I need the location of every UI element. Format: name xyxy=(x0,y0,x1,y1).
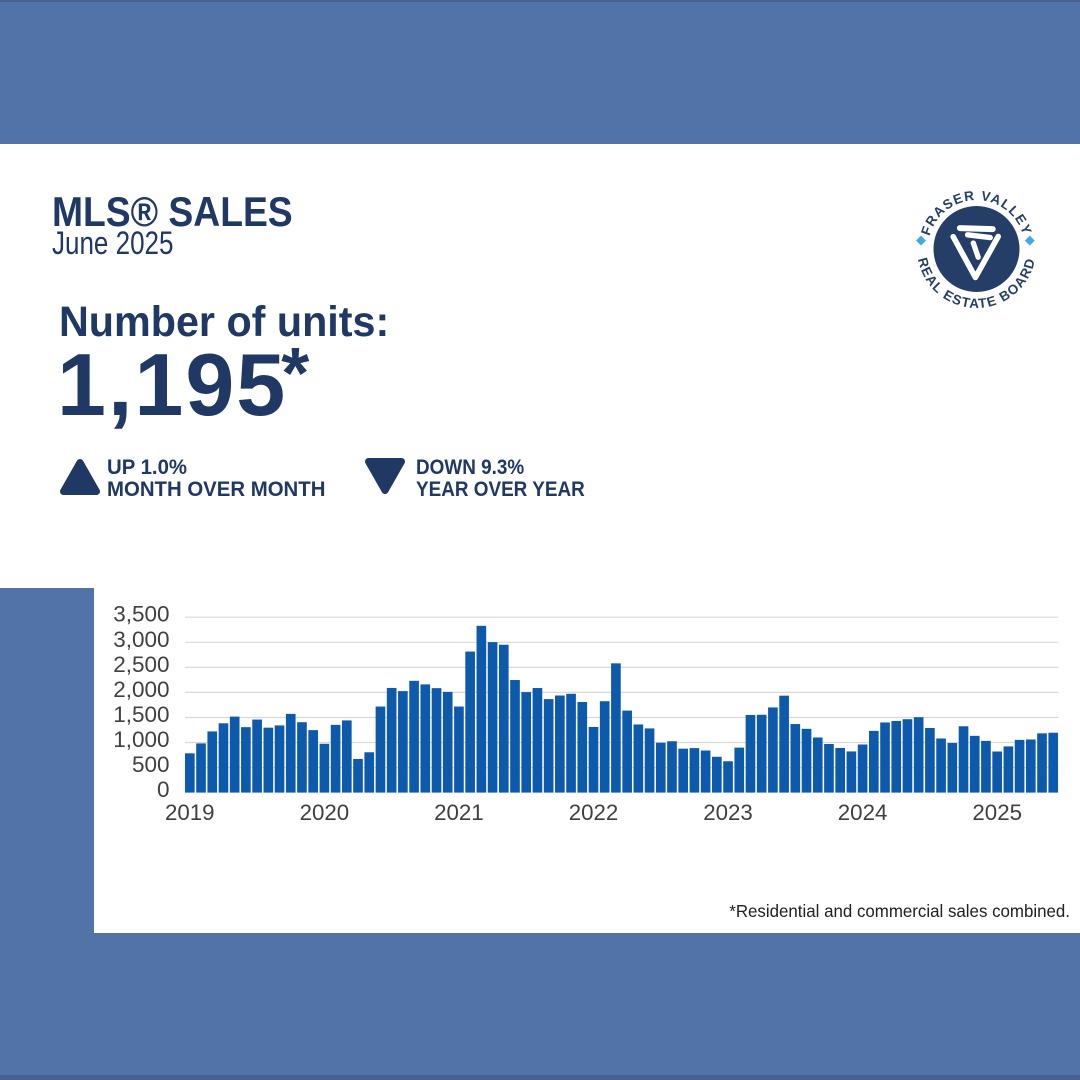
svg-text:2022: 2022 xyxy=(569,800,619,825)
svg-text:500: 500 xyxy=(132,752,170,777)
svg-text:2019: 2019 xyxy=(165,800,215,825)
svg-text:1,000: 1,000 xyxy=(113,727,169,752)
svg-text:2023: 2023 xyxy=(703,800,753,825)
svg-text:2024: 2024 xyxy=(838,800,888,825)
svg-text:2020: 2020 xyxy=(300,800,350,825)
svg-text:0: 0 xyxy=(157,777,170,802)
svg-text:2021: 2021 xyxy=(434,800,484,825)
svg-text:3,500: 3,500 xyxy=(113,602,169,627)
svg-text:1,500: 1,500 xyxy=(113,702,169,727)
svg-text:2,500: 2,500 xyxy=(113,652,169,677)
svg-text:2025: 2025 xyxy=(972,800,1022,825)
svg-text:2,000: 2,000 xyxy=(113,677,169,702)
svg-text:3,000: 3,000 xyxy=(113,627,169,652)
